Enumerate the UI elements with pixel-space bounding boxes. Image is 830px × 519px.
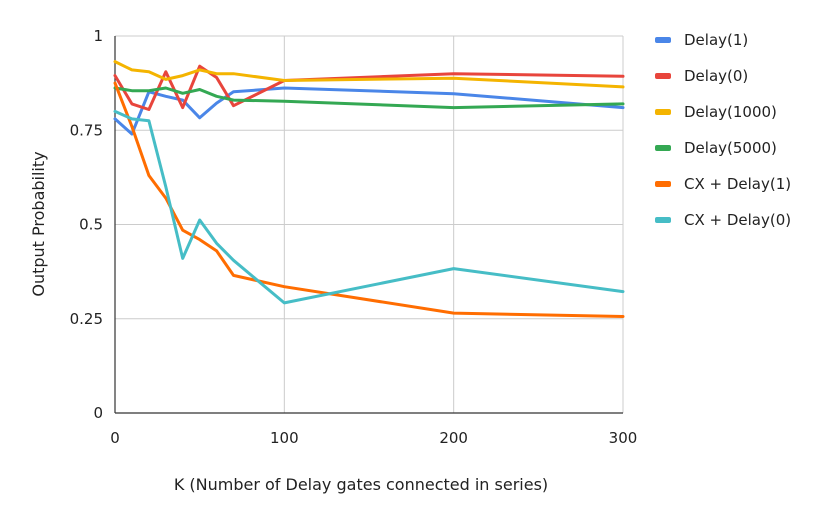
- y-tick-label: 0.5: [79, 216, 103, 234]
- x-tick-label: 300: [609, 429, 638, 447]
- y-tick-label: 0.25: [70, 310, 103, 328]
- series-line-delay-1: [113, 86, 625, 136]
- x-axis-title: K (Number of Delay gates connected in se…: [174, 475, 548, 494]
- legend-swatch-cx-delay-0: [655, 217, 671, 223]
- series-line-delay-5000: [113, 86, 625, 110]
- y-axis-title: Output Probability: [29, 151, 48, 296]
- y-tick-label: 0: [93, 404, 103, 422]
- legend-label: CX + Delay(1): [684, 175, 791, 193]
- axes: [114, 36, 623, 414]
- x-tick-label: 100: [270, 429, 299, 447]
- legend-swatch-delay-1000: [655, 109, 671, 115]
- series-line-cx-delay-0: [113, 109, 625, 305]
- x-tick-label: 0: [110, 429, 120, 447]
- legend-label: Delay(1): [684, 31, 748, 49]
- series-line-delay-1000: [113, 60, 625, 89]
- grid: [115, 35, 624, 413]
- legend-label: Delay(5000): [684, 139, 777, 157]
- legend-swatch-delay-5000: [655, 145, 671, 151]
- series-line-cx-delay-1: [113, 81, 625, 318]
- tick-labels: 0 0.25 0.5 0.75 1 0 100 200 300: [70, 27, 638, 447]
- legend-swatch-delay-0: [655, 73, 671, 79]
- x-tick-label: 200: [439, 429, 468, 447]
- legend: Delay(1) Delay(0) Delay(1000) Delay(5000) CX…: [655, 31, 791, 229]
- legend-label: Delay(0): [684, 67, 748, 85]
- series-lines: [113, 60, 625, 318]
- legend-label: CX + Delay(0): [684, 211, 791, 229]
- legend-swatch-cx-delay-1: [655, 181, 671, 187]
- y-tick-label: 1: [93, 27, 103, 45]
- legend-swatch-delay-1: [655, 37, 671, 43]
- y-tick-label: 0.75: [70, 121, 103, 139]
- legend-label: Delay(1000): [684, 103, 777, 121]
